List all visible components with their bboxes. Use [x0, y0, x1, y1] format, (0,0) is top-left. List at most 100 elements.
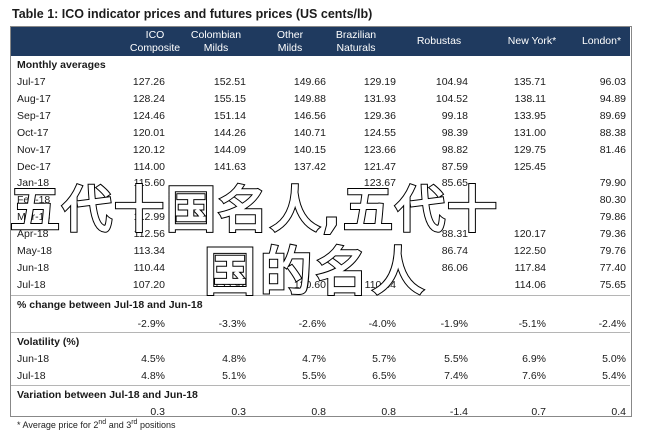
table-header: ICO Composite Colombian Milds Other Milds Braz… [11, 27, 630, 56]
table-cell: 0.7 [531, 406, 546, 418]
table-cell: 88.31 [441, 228, 468, 241]
table-cell: 131.00 [513, 126, 546, 139]
table-cell: 135.71 [513, 76, 546, 88]
footnote: * Average price for 2nd and 3rd position… [17, 419, 176, 430]
row-label: Jul-18 [17, 370, 46, 382]
row-label: Dec-17 [17, 160, 51, 173]
table-cell: 88.38 [599, 126, 626, 139]
row-label: Sep-17 [17, 109, 51, 122]
table-cell: 151.14 [213, 109, 246, 122]
table-cell: 129.75 [513, 143, 546, 156]
table-cell: 5.5% [444, 353, 468, 365]
column-header: Other Milds [276, 28, 304, 54]
table-cell: 114.06 [514, 278, 546, 291]
section-label-monthly: Monthly averages [17, 59, 106, 71]
table-cell: -4.0% [368, 318, 396, 330]
table-cell: 5.4% [602, 370, 626, 382]
table-cell: 77.40 [599, 261, 626, 274]
table-cell: 5.7% [372, 353, 396, 365]
table-cell: 79.86 [599, 211, 626, 224]
table-cell: 0.4 [611, 406, 626, 418]
table-cell: 5.5% [302, 370, 326, 382]
table-cell: 4.7% [302, 353, 326, 365]
table-cell: 7.6% [522, 370, 546, 382]
table-cell: 98.82 [441, 143, 468, 156]
table-cell: 125.45 [513, 160, 546, 173]
table-cell: 107.20 [132, 278, 165, 291]
column-header: New York* [507, 35, 557, 47]
table-cell: 140.15 [293, 143, 326, 156]
table-cell: 79.36 [599, 228, 626, 241]
table-cell: 87.59 [441, 160, 468, 173]
table-cell: 0.8 [311, 406, 326, 418]
divider [11, 332, 630, 333]
table-cell: 129.36 [363, 109, 396, 122]
table-cell: 137.42 [293, 160, 326, 173]
table-cell: 133.95 [513, 109, 546, 122]
column-header: ICO Composite [129, 28, 181, 54]
watermark-line-2: 国的名人 [203, 242, 429, 304]
table-cell: 141.63 [213, 160, 246, 173]
table-cell: 79.90 [599, 177, 626, 190]
row-label: Jan-18 [17, 177, 50, 190]
table-cell: 144.09 [213, 143, 246, 156]
row-label: Aug-17 [17, 92, 51, 105]
divider [11, 295, 630, 296]
column-header: Robustas [416, 35, 462, 47]
table-cell: 5.1% [222, 370, 246, 382]
table-cell: 4.8% [222, 353, 246, 365]
table-cell: 120.01 [132, 126, 165, 139]
table-cell: 131.93 [363, 92, 396, 105]
table-cell: 5.0% [602, 353, 626, 365]
table-cell: 110.44 [133, 261, 165, 274]
table-cell: 115.60 [133, 177, 165, 190]
table-cell: 124.46 [132, 109, 165, 122]
table-cell: 121.47 [363, 160, 396, 173]
section-label-volatility: Volatility (%) [17, 336, 80, 348]
column-header: Colombian Milds [190, 28, 242, 54]
table-cell: 128.24 [132, 92, 165, 105]
table-cell: -2.4% [598, 318, 626, 330]
table-cell: 124.55 [363, 126, 396, 139]
table-cell: 80.30 [599, 194, 626, 207]
table-cell: 96.03 [599, 76, 626, 88]
table-cell: 112.56 [133, 228, 165, 241]
table-cell: 4.8% [141, 370, 165, 382]
table-cell: 144.26 [213, 126, 246, 139]
row-label: Oct-17 [17, 126, 49, 139]
table-cell: 140.71 [293, 126, 326, 139]
table-cell: 130.60 [293, 278, 326, 291]
table-cell: 0.3 [150, 406, 165, 418]
divider [11, 385, 630, 386]
watermark-line-1: 五代十国名人,五代十 [9, 180, 499, 240]
row-label: Jul-18 [17, 278, 46, 291]
table-cell: 138.11 [514, 92, 546, 105]
table-cell: 112.99 [133, 211, 165, 224]
table-cell: 0.8 [381, 406, 396, 418]
table-cell: 6.9% [522, 353, 546, 365]
row-label: Mar-18 [17, 211, 51, 224]
table-cell: 123.66 [363, 143, 396, 156]
section-label-pct-change: % change between Jul-18 and Jun-18 [17, 299, 203, 311]
table-cell: 104.52 [435, 92, 468, 105]
table-cell: 120.17 [513, 228, 546, 241]
table-cell: 6.5% [372, 370, 396, 382]
table-title: Table 1: ICO indicator prices and future… [12, 7, 373, 21]
table-cell: 75.65 [599, 278, 626, 291]
row-label: Apr-18 [17, 228, 49, 241]
table-cell: 129.19 [363, 76, 396, 88]
table-cell: 0.3 [231, 406, 246, 418]
table-cell: -5.1% [518, 318, 546, 330]
column-header: London* [581, 35, 622, 47]
table-cell: 99.18 [441, 109, 468, 122]
table-cell: 146.56 [293, 109, 326, 122]
table-cell: 120.12 [132, 143, 165, 156]
table-cell: 98.39 [441, 126, 468, 139]
table-cell: 114.00 [133, 160, 165, 173]
table-cell: 149.66 [293, 76, 326, 88]
row-label: Jul-17 [17, 76, 46, 88]
table-cell: -1.4 [449, 406, 468, 418]
table-cell: 149.88 [293, 92, 326, 105]
table-cell: 89.69 [599, 109, 626, 122]
table-cell: 79.76 [599, 245, 626, 257]
